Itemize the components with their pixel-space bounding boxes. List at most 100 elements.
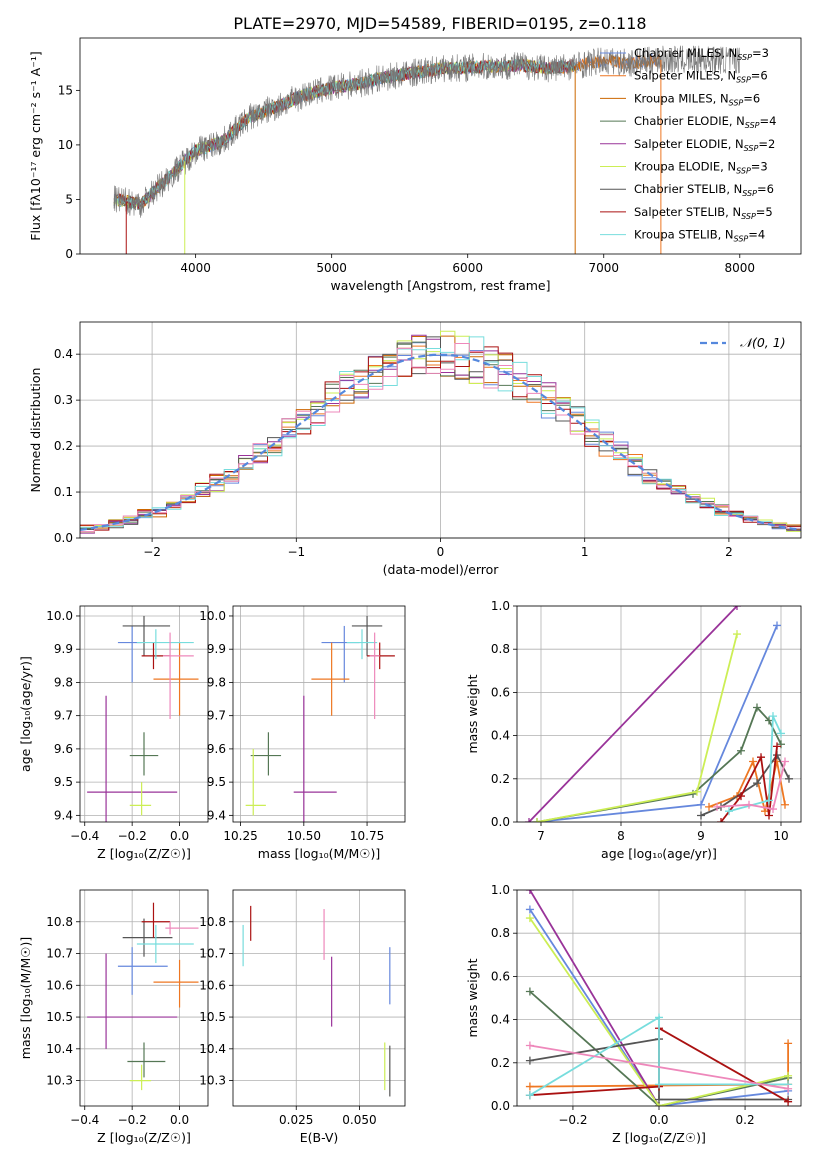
weight-marker (655, 1080, 663, 1089)
y-tick-label: 10 (58, 138, 73, 152)
y-tick-label: 10.5 (199, 1010, 226, 1024)
figure-title: PLATE=2970, MJD=54589, FIBERID=0195, z=0… (233, 14, 646, 33)
y-axis-label: mass weight (465, 674, 480, 753)
weight-marker (697, 811, 705, 820)
y-tick-label: 9.5 (207, 775, 226, 789)
legend-label: Chabrier MILES, NSSP=3 (634, 46, 769, 62)
y-tick-label: 9.5 (54, 775, 73, 789)
x-tick-label: 9 (697, 829, 705, 843)
plot-area-spectrum (113, 45, 740, 254)
weight-marker (784, 1084, 793, 1093)
weight-marker (533, 818, 541, 822)
weight-line (716, 761, 786, 811)
weight-marker (784, 1039, 793, 1048)
x-tick-label: 8000 (725, 261, 756, 275)
x-tick-label: −0.2 (118, 829, 147, 843)
y-tick-label: 0.4 (54, 347, 73, 361)
y-tick-label: 9.7 (207, 709, 226, 723)
y-tick-label: 0.2 (54, 439, 73, 453)
weight-marker (769, 805, 777, 814)
axes-frame (79, 605, 209, 823)
weight-marker (781, 800, 789, 809)
y-tick-label: 9.6 (54, 742, 73, 756)
x-tick-label: 10.25 (223, 829, 257, 843)
plot-area-age-vs-z (87, 615, 199, 822)
plot-area-residuals (80, 330, 801, 534)
x-tick-label: 0.0 (170, 829, 189, 843)
axes-residuals: −2 −1 0 1 2 0.0 0.1 0.2 0.3 0.4 (data-model)/error… (28, 321, 802, 577)
weight-marker (781, 757, 789, 766)
axes-frame (79, 37, 802, 255)
x-tick-label: 10.50 (287, 829, 321, 843)
x-axis-label: Z [log₁₀(Z/Z☉)] (97, 1130, 191, 1145)
y-tick-label: 0.2 (491, 1056, 510, 1070)
observed-spectrum-line (113, 45, 740, 218)
y-tick-label: 0.2 (491, 772, 510, 786)
axes-mass-vs-ebv: 0.025 0.050 10.3 10.4 10.5 10.6 10.7 10.8 E(B-V) (199, 889, 406, 1145)
legend-label: Salpeter ELODIE, NSSP=2 (634, 137, 775, 153)
weight-marker (525, 1091, 534, 1100)
residual-histogram (80, 341, 801, 529)
weight-line (529, 890, 660, 1106)
x-tick-label: −0.4 (70, 1113, 99, 1127)
y-tick-label: 10.7 (199, 947, 226, 961)
y-tick-label: 9.7 (54, 709, 73, 723)
x-tick-label: −1 (287, 545, 305, 559)
weight-marker (733, 606, 741, 610)
weight-marker (525, 818, 533, 822)
y-tick-label: 10.0 (199, 609, 226, 623)
weight-marker (757, 753, 765, 762)
y-tick-label: 5 (65, 192, 73, 206)
residual-histogram (80, 336, 801, 529)
legend-label: Kroupa ELODIE, NSSP=3 (634, 160, 768, 176)
weight-marker (697, 800, 705, 809)
y-tick-label: 0.1 (54, 485, 73, 499)
weight-marker (717, 818, 725, 822)
axes-weight-vs-age: 7 8 9 10 0.0 0.2 0.4 0.6 0.8 1.0 age [log₁₀(age/yr… (465, 599, 802, 861)
weight-marker (525, 987, 534, 996)
weight-marker (693, 787, 701, 796)
y-tick-label: 9.4 (207, 808, 226, 822)
weight-marker (765, 796, 773, 805)
weight-line (529, 1044, 789, 1090)
y-tick-label: 10.3 (46, 1074, 73, 1088)
weight-marker (784, 1071, 793, 1080)
y-tick-label: 0.0 (54, 531, 73, 545)
y-tick-label: 0.8 (491, 642, 510, 656)
weight-marker (784, 1097, 793, 1106)
weight-marker (525, 1041, 534, 1050)
x-tick-label: 7 (537, 829, 545, 843)
y-axis-label: Flux [fλ10⁻¹⁷ erg cm⁻² s⁻¹ A⁻¹] (28, 51, 43, 240)
y-tick-label: 0.6 (491, 969, 510, 983)
y-tick-label: 9.6 (207, 742, 226, 756)
weight-marker (525, 890, 534, 894)
x-tick-label: 5000 (316, 261, 347, 275)
axes-frame (516, 889, 802, 1107)
weight-marker (773, 621, 781, 630)
y-tick-label: 1.0 (491, 599, 510, 613)
weight-marker (655, 1013, 663, 1022)
y-tick-label: 0.0 (491, 1099, 510, 1113)
plot-area-weight-vs-z (525, 890, 793, 1106)
x-axis-label: (data-model)/error (383, 562, 500, 577)
axes-frame (79, 889, 209, 1107)
weight-marker (749, 757, 757, 766)
y-tick-label: 9.9 (54, 642, 73, 656)
weight-line (708, 758, 786, 812)
weight-line (536, 633, 738, 822)
legend-label: Chabrier ELODIE, NSSP=4 (634, 114, 776, 130)
legend-label: Chabrier STELIB, NSSP=6 (634, 182, 774, 198)
x-tick-label: 2 (725, 545, 733, 559)
legend-label: 𝒩(0, 1) (740, 335, 786, 350)
x-tick-label: −0.2 (118, 1113, 147, 1127)
x-axis-label: E(B-V) (300, 1130, 339, 1145)
y-tick-label: 0.6 (491, 685, 510, 699)
weight-marker (737, 792, 745, 801)
x-tick-label: 10.75 (350, 829, 384, 843)
y-tick-label: 9.9 (207, 642, 226, 656)
y-tick-label: 9.8 (207, 675, 226, 689)
x-tick-label: 0.0 (170, 1113, 189, 1127)
y-tick-label: 10.8 (46, 915, 73, 929)
